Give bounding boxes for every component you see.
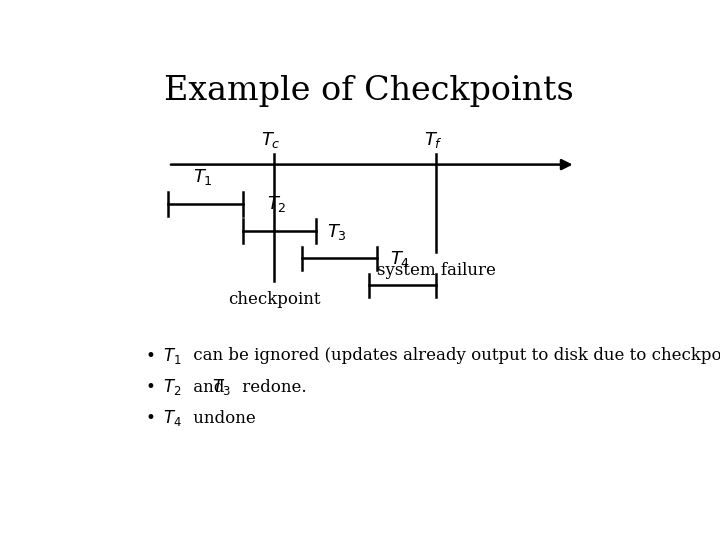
Text: $T_2$: $T_2$ <box>163 377 181 397</box>
Text: $T_4$: $T_4$ <box>163 408 181 428</box>
Text: •: • <box>145 378 156 396</box>
Text: $T_3$: $T_3$ <box>212 377 230 397</box>
Text: $T_2$: $T_2$ <box>267 194 287 214</box>
Text: checkpoint: checkpoint <box>228 292 320 308</box>
Text: $T_3$: $T_3$ <box>327 221 347 241</box>
Text: •: • <box>145 409 156 427</box>
Text: can be ignored (updates already output to disk due to checkpoint): can be ignored (updates already output t… <box>188 347 720 365</box>
Text: •: • <box>145 347 156 365</box>
Text: and: and <box>188 379 229 395</box>
Text: undone: undone <box>188 410 256 427</box>
Text: $T_c$: $T_c$ <box>261 130 282 150</box>
Text: $T_1$: $T_1$ <box>193 167 213 187</box>
Text: $T_4$: $T_4$ <box>390 248 410 268</box>
Text: system failure: system failure <box>377 262 495 279</box>
Text: $T_1$: $T_1$ <box>163 346 181 366</box>
Text: $T_f$: $T_f$ <box>423 130 443 150</box>
Text: redone.: redone. <box>237 379 307 395</box>
Text: Example of Checkpoints: Example of Checkpoints <box>164 75 574 107</box>
